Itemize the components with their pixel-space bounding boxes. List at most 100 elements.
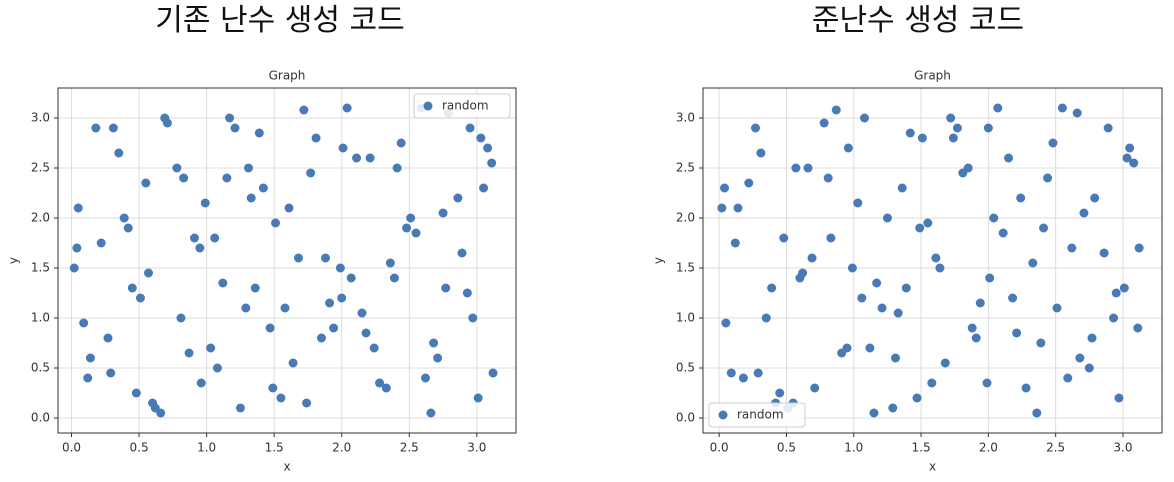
point (1016, 193, 1026, 203)
point (91, 123, 101, 133)
point (433, 353, 443, 363)
point (882, 213, 892, 223)
point (148, 398, 158, 408)
y-tick-label: 0.5 (676, 361, 695, 375)
y-tick-label: 2.0 (676, 211, 695, 225)
point (172, 163, 182, 173)
point (847, 263, 857, 273)
x-tick-label: 2.0 (979, 441, 998, 455)
point (438, 208, 448, 218)
point (1004, 153, 1014, 163)
point (872, 278, 882, 288)
point (441, 283, 451, 293)
point (243, 163, 253, 173)
point (361, 328, 371, 338)
point (254, 128, 264, 138)
y-tick-label: 2.5 (31, 161, 50, 175)
point (342, 103, 352, 113)
point (381, 383, 391, 393)
point (114, 148, 124, 158)
point (1134, 243, 1144, 253)
point (72, 243, 82, 253)
point (823, 173, 833, 183)
point (429, 338, 439, 348)
point (1039, 223, 1049, 233)
point (250, 283, 260, 293)
point (206, 343, 216, 353)
point (1067, 243, 1077, 253)
point (280, 303, 290, 313)
point (985, 273, 995, 283)
point (733, 203, 743, 213)
point (795, 273, 805, 283)
point (750, 123, 760, 133)
x-tick-label: 2.5 (1046, 441, 1065, 455)
point (915, 223, 925, 233)
x-tick-label: 0.0 (62, 441, 81, 455)
point (901, 283, 911, 293)
point (826, 233, 836, 243)
point (389, 273, 399, 283)
point (338, 143, 348, 153)
point (265, 323, 275, 333)
x-tick-label: 2.5 (400, 441, 419, 455)
point (730, 238, 740, 248)
point (753, 368, 763, 378)
point (258, 183, 268, 193)
point (420, 373, 430, 383)
point (1048, 138, 1058, 148)
y-tick-label: 1.5 (676, 261, 695, 275)
x-tick-label: 2.0 (332, 441, 351, 455)
plot-frame (702, 87, 1163, 434)
point (218, 278, 228, 288)
point (931, 253, 941, 263)
point (131, 388, 141, 398)
point (235, 403, 245, 413)
point (135, 293, 145, 303)
point (189, 233, 199, 243)
y-axis-label: y (652, 257, 666, 264)
point (271, 218, 281, 228)
point (1079, 208, 1089, 218)
point (276, 393, 286, 403)
point (1087, 333, 1097, 343)
point (1090, 193, 1100, 203)
point (79, 318, 89, 328)
y-tick-label: 1.0 (31, 311, 50, 325)
point (865, 343, 875, 353)
point (1057, 103, 1067, 113)
point (325, 298, 335, 308)
point (402, 223, 412, 233)
point (73, 203, 83, 213)
point (487, 158, 497, 168)
point (893, 308, 903, 318)
point (726, 368, 736, 378)
y-tick-label: 0.0 (31, 411, 50, 425)
point (299, 105, 309, 115)
point (917, 133, 927, 143)
point (406, 213, 416, 223)
point (803, 163, 813, 173)
point (141, 178, 151, 188)
point (888, 403, 898, 413)
point (1063, 373, 1073, 383)
point (1043, 173, 1053, 183)
point (1075, 353, 1085, 363)
point (184, 348, 194, 358)
point (717, 203, 727, 213)
point (85, 353, 95, 363)
point (108, 123, 118, 133)
point (156, 408, 166, 418)
point (195, 243, 205, 253)
x-tick-label: 1.5 (912, 441, 931, 455)
point (935, 263, 945, 273)
legend-label: random (442, 99, 489, 113)
point (284, 203, 294, 213)
point (196, 378, 206, 388)
legend-marker (423, 101, 433, 111)
legend-box (413, 93, 511, 119)
point (1109, 313, 1119, 323)
y-tick-label: 2.5 (676, 161, 695, 175)
point (385, 258, 395, 268)
y-tick-label: 2.0 (31, 211, 50, 225)
